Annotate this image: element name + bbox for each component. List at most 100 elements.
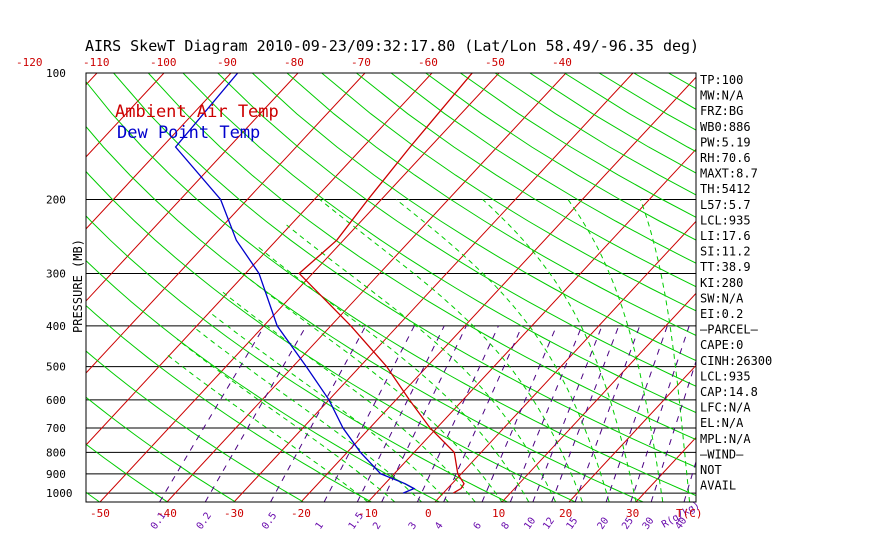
isotherm-line (300, 76, 696, 502)
stability-index-label: SI:11.2 (700, 245, 751, 259)
isotherm-line (501, 292, 696, 502)
mixing-ratio-tick-label: 8 (500, 520, 512, 531)
bottom-temperature-tick-label: -10 (358, 507, 378, 520)
mixing-ratio-line (323, 325, 415, 502)
mixing-ratio-tick-label: 1 (314, 520, 326, 531)
chart-title: AIRS SkewT Diagram 2010-09-23/09:32:17.8… (85, 37, 699, 55)
pressure-tick-label: 200 (46, 193, 66, 206)
stability-index-label: AVAIL (700, 479, 736, 493)
dew-point-temp-line (174, 73, 416, 494)
mixing-ratio-line (574, 325, 641, 502)
dry-adiabat-line (86, 396, 236, 502)
mixing-ratio-line (551, 325, 620, 502)
mixing-ratio-tick-label: 2 (371, 520, 383, 531)
moist-adiabat-line (191, 325, 422, 502)
dry-adiabat-line (633, 73, 696, 110)
stability-index-label: L57:5.7 (700, 198, 751, 212)
top-temperature-tick-label: -70 (351, 56, 371, 69)
stability-index-label: CAP:14.8 (700, 385, 758, 399)
moist-adiabat-line (258, 246, 530, 502)
pressure-tick-label: 900 (46, 468, 66, 481)
stability-index-label: EL:N/A (700, 416, 744, 430)
top-temperature-tick-label: -120 (16, 56, 43, 69)
stability-index-label: EI:0.2 (700, 307, 743, 321)
pressure-tick-label: 300 (46, 267, 66, 280)
stability-index-label: MPL:N/A (700, 432, 751, 446)
mixing-ratio-tick-label: 3 (407, 520, 419, 531)
dry-adiabat-line (86, 350, 304, 502)
isotherm-line (367, 148, 696, 502)
dry-adiabat-line (390, 73, 696, 264)
isotherm-line (434, 220, 696, 502)
pressure-tick-label: 500 (46, 361, 66, 374)
isotherm-line (86, 73, 299, 302)
stability-index-label: CAPE:0 (700, 338, 743, 352)
pressure-tick-label: 1000 (46, 487, 73, 500)
dry-adiabat-line (356, 73, 696, 288)
dry-adiabat-line (86, 304, 372, 502)
dry-adiabat-line (321, 73, 696, 312)
dry-adiabat-line (86, 170, 576, 502)
grid-lines (0, 73, 870, 502)
top-temperature-tick-label: -50 (485, 56, 505, 69)
mixing-ratio-tick-label: 6 (472, 520, 484, 531)
top-temperature-tick-label: -90 (217, 56, 237, 69)
isotherm-line (99, 73, 500, 502)
pressure-tick-label: 400 (46, 320, 66, 333)
dry-adiabat-line (86, 80, 696, 497)
isotherm-line (86, 73, 165, 158)
isotherm-line (770, 73, 870, 502)
dry-adiabat-line (113, 73, 696, 468)
stability-index-label: —WIND— (700, 447, 744, 461)
mixing-ratio-tick-label: 0.2 (195, 511, 214, 532)
mixing-ratio-tick-label: 20 (596, 516, 612, 532)
series-group (174, 73, 473, 494)
mixing-ratio-line (416, 325, 499, 502)
dry-adiabat-line (0, 73, 32, 502)
legend-dew-point-temp: Dew Point Temp (117, 123, 260, 143)
moist-adiabat-line (640, 199, 691, 502)
isotherm-line (86, 73, 232, 230)
moist-adiabat-line (319, 199, 583, 502)
isotherm-line (837, 73, 870, 502)
mixing-ratio-line (159, 325, 265, 502)
temperature-unit: T(C) (676, 507, 703, 520)
stability-index-label: PW:5.19 (700, 135, 751, 149)
top-temperature-tick-label: -80 (284, 56, 304, 69)
stability-index-label: TH:5412 (700, 182, 751, 196)
dry-adiabat-line (86, 260, 440, 502)
mixing-ratio-tick-label: 4 (433, 520, 445, 531)
isotherm-line (86, 73, 433, 446)
mixing-ratio-line (443, 325, 523, 502)
bottom-temperature-tick-label: -40 (157, 507, 177, 520)
stability-index-label: LCL:935 (700, 369, 751, 383)
bottom-temperature-tick-label: -30 (224, 507, 244, 520)
mixing-ratio-tick-label: 12 (541, 516, 557, 532)
pressure-tick-label: 600 (46, 394, 66, 407)
top-temperature-tick-label: -60 (418, 56, 438, 69)
moist-adiabat-line (567, 199, 664, 502)
dry-adiabat-line (86, 443, 168, 502)
top-temperature-tick-label: -40 (552, 56, 572, 69)
stability-index-label: MW:N/A (700, 89, 744, 103)
legend-ambient-air-temp: Ambient Air Temp (115, 102, 279, 122)
dry-adiabat-line (460, 73, 696, 218)
stability-index-label: SW:N/A (700, 291, 744, 305)
stability-index-label: RH:70.6 (700, 151, 751, 165)
pressure-tick-label: 100 (46, 67, 66, 80)
top-temperature-tick-label: -110 (83, 56, 110, 69)
bottom-temperature-tick-label: 20 (559, 507, 572, 520)
isotherm-line (568, 364, 696, 502)
stability-index-label: —PARCEL— (700, 323, 759, 337)
bottom-temperature-tick-label: -20 (291, 507, 311, 520)
moist-adiabat-line (482, 199, 637, 502)
stability-index-label: LCL:935 (700, 213, 751, 227)
dry-adiabat-line (668, 73, 696, 90)
bottom-temperature-tick-label: 10 (492, 507, 505, 520)
moist-adiabat-line (242, 273, 503, 502)
mixing-ratio-line (204, 325, 307, 502)
stability-index-label: WB0:886 (700, 120, 751, 134)
dry-adiabat-line (286, 73, 696, 337)
isotherm-line (0, 73, 30, 502)
